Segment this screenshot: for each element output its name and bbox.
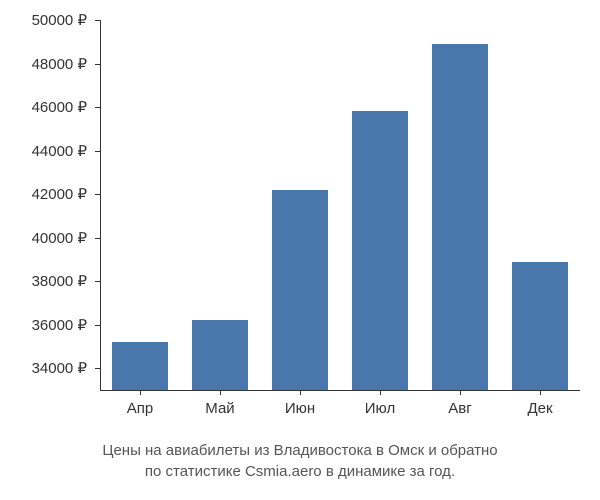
x-tick-mark <box>300 390 301 395</box>
y-tick-label: 44000 ₽ <box>32 142 87 160</box>
chart-container: 34000 ₽ 36000 ₽ 38000 ₽ 40000 ₽ 42000 ₽ 44000… <box>10 10 590 430</box>
x-tick-mark <box>540 390 541 395</box>
caption-line-1: Цены на авиабилеты из Владивостока в Омс… <box>0 440 600 461</box>
x-tick-label: Июн <box>285 400 315 417</box>
y-tick-label: 36000 ₽ <box>32 316 87 334</box>
plot-area <box>100 20 580 390</box>
bar <box>192 320 248 390</box>
y-tick-mark <box>95 64 100 65</box>
y-tick-mark <box>95 151 100 152</box>
x-tick-label: Апр <box>127 400 153 417</box>
y-tick-label: 34000 ₽ <box>32 359 87 377</box>
bar <box>112 342 168 390</box>
y-tick-mark <box>95 281 100 282</box>
x-tick-mark <box>140 390 141 395</box>
y-tick-label: 50000 ₽ <box>32 11 87 29</box>
y-tick-label: 38000 ₽ <box>32 272 87 290</box>
y-tick-label: 46000 ₽ <box>32 98 87 116</box>
y-axis: 34000 ₽ 36000 ₽ 38000 ₽ 40000 ₽ 42000 ₽ 44000… <box>10 20 95 390</box>
x-tick-mark <box>380 390 381 395</box>
y-tick-mark <box>95 368 100 369</box>
y-tick-mark <box>95 238 100 239</box>
x-tick-mark <box>220 390 221 395</box>
y-tick-mark <box>95 107 100 108</box>
x-tick-label: Авг <box>448 400 471 417</box>
bar <box>512 262 568 390</box>
chart-caption: Цены на авиабилеты из Владивостока в Омс… <box>0 440 600 482</box>
y-tick-label: 48000 ₽ <box>32 55 87 73</box>
bar <box>272 190 328 390</box>
caption-line-2: по статистике Csmia.aero в динамике за г… <box>0 461 600 482</box>
x-tick-mark <box>460 390 461 395</box>
y-tick-label: 42000 ₽ <box>32 185 87 203</box>
x-tick-label: Дек <box>527 400 552 417</box>
bar <box>352 111 408 390</box>
x-axis: Апр Май Июн Июл Авг Дек <box>100 395 580 425</box>
x-axis-line <box>100 390 580 391</box>
y-tick-mark <box>95 194 100 195</box>
bar <box>432 44 488 390</box>
x-tick-label: Июл <box>365 400 395 417</box>
x-tick-label: Май <box>205 400 234 417</box>
y-tick-mark <box>95 325 100 326</box>
y-tick-label: 40000 ₽ <box>32 229 87 247</box>
y-tick-mark <box>95 20 100 21</box>
